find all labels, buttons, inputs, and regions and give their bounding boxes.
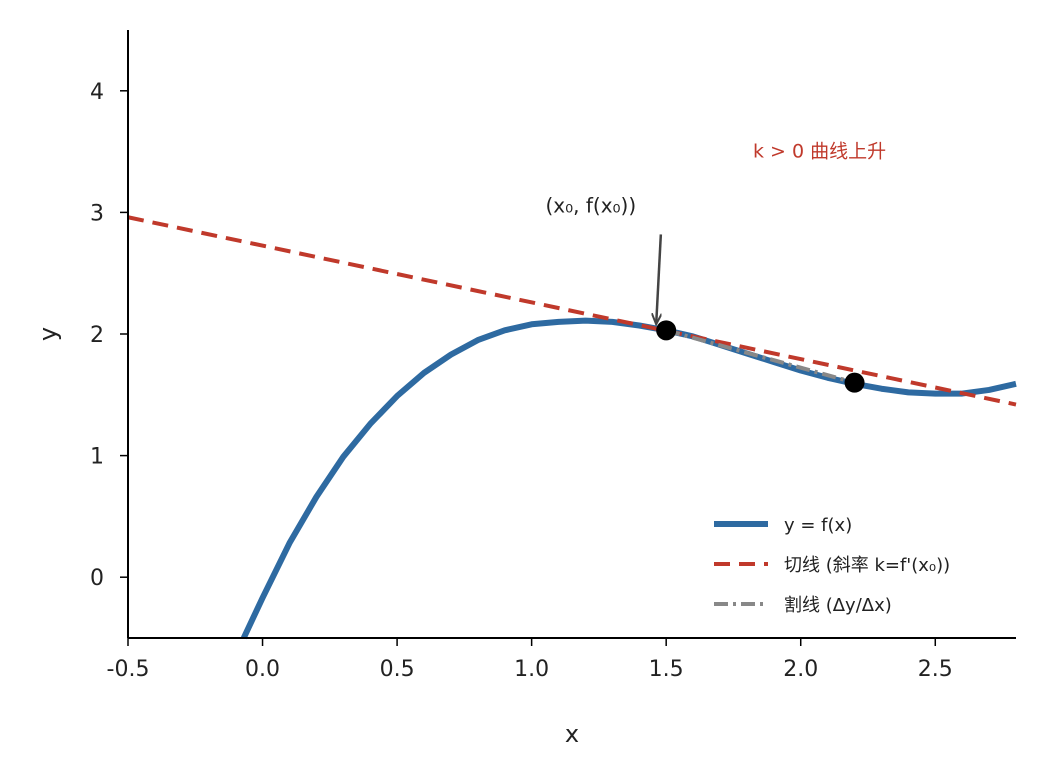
axes: -0.5 0.0 0.5 1.0 1.5 2.0 2.5 0 1 2 3 4 x y	[34, 30, 1016, 748]
x-tick-label: 0.0	[245, 657, 280, 682]
y-tick-label: 2	[90, 323, 104, 348]
point-annotation-label: (x₀, f(x₀))	[545, 193, 636, 217]
annotation-arrow	[656, 234, 663, 324]
plot-area: (x₀, f(x₀)) k > 0 曲线上升	[127, 141, 1017, 640]
series-line-0	[240, 317, 1017, 640]
series-layer	[127, 215, 1017, 640]
annotation-layer: (x₀, f(x₀)) k > 0 曲线上升	[545, 141, 886, 325]
y-axis-title: y	[34, 327, 62, 341]
marker-point-1	[844, 372, 865, 393]
x-tick-label: 1.0	[514, 657, 549, 682]
legend-label-1: 切线 (斜率 k=f'(x₀))	[784, 555, 950, 576]
y-tick-label: 4	[90, 80, 104, 105]
x-tick-label: 0.5	[380, 657, 415, 682]
x-axis-title: x	[565, 720, 579, 748]
y-tick-label: 3	[90, 201, 104, 226]
series-line-2	[665, 328, 856, 385]
series-line-1	[127, 215, 1017, 407]
slope-note: k > 0 曲线上升	[753, 141, 886, 163]
y-tick-label: 1	[90, 445, 104, 470]
legend-label-0: y = f(x)	[784, 515, 852, 536]
legend-label-2: 割线 (Δy/Δx)	[784, 595, 892, 616]
y-ticks: 0 1 2 3 4	[90, 80, 128, 591]
marker-point-0	[656, 320, 677, 341]
y-tick-label: 0	[90, 566, 104, 591]
x-tick-label: 2.5	[918, 657, 953, 682]
x-ticks: -0.5 0.0 0.5 1.0 1.5 2.0 2.5	[107, 638, 953, 682]
x-tick-label: 2.0	[783, 657, 818, 682]
legend: y = f(x) 切线 (斜率 k=f'(x₀)) 割线 (Δy/Δx)	[714, 515, 950, 616]
x-tick-label: 1.5	[649, 657, 684, 682]
x-tick-label: -0.5	[107, 657, 150, 682]
